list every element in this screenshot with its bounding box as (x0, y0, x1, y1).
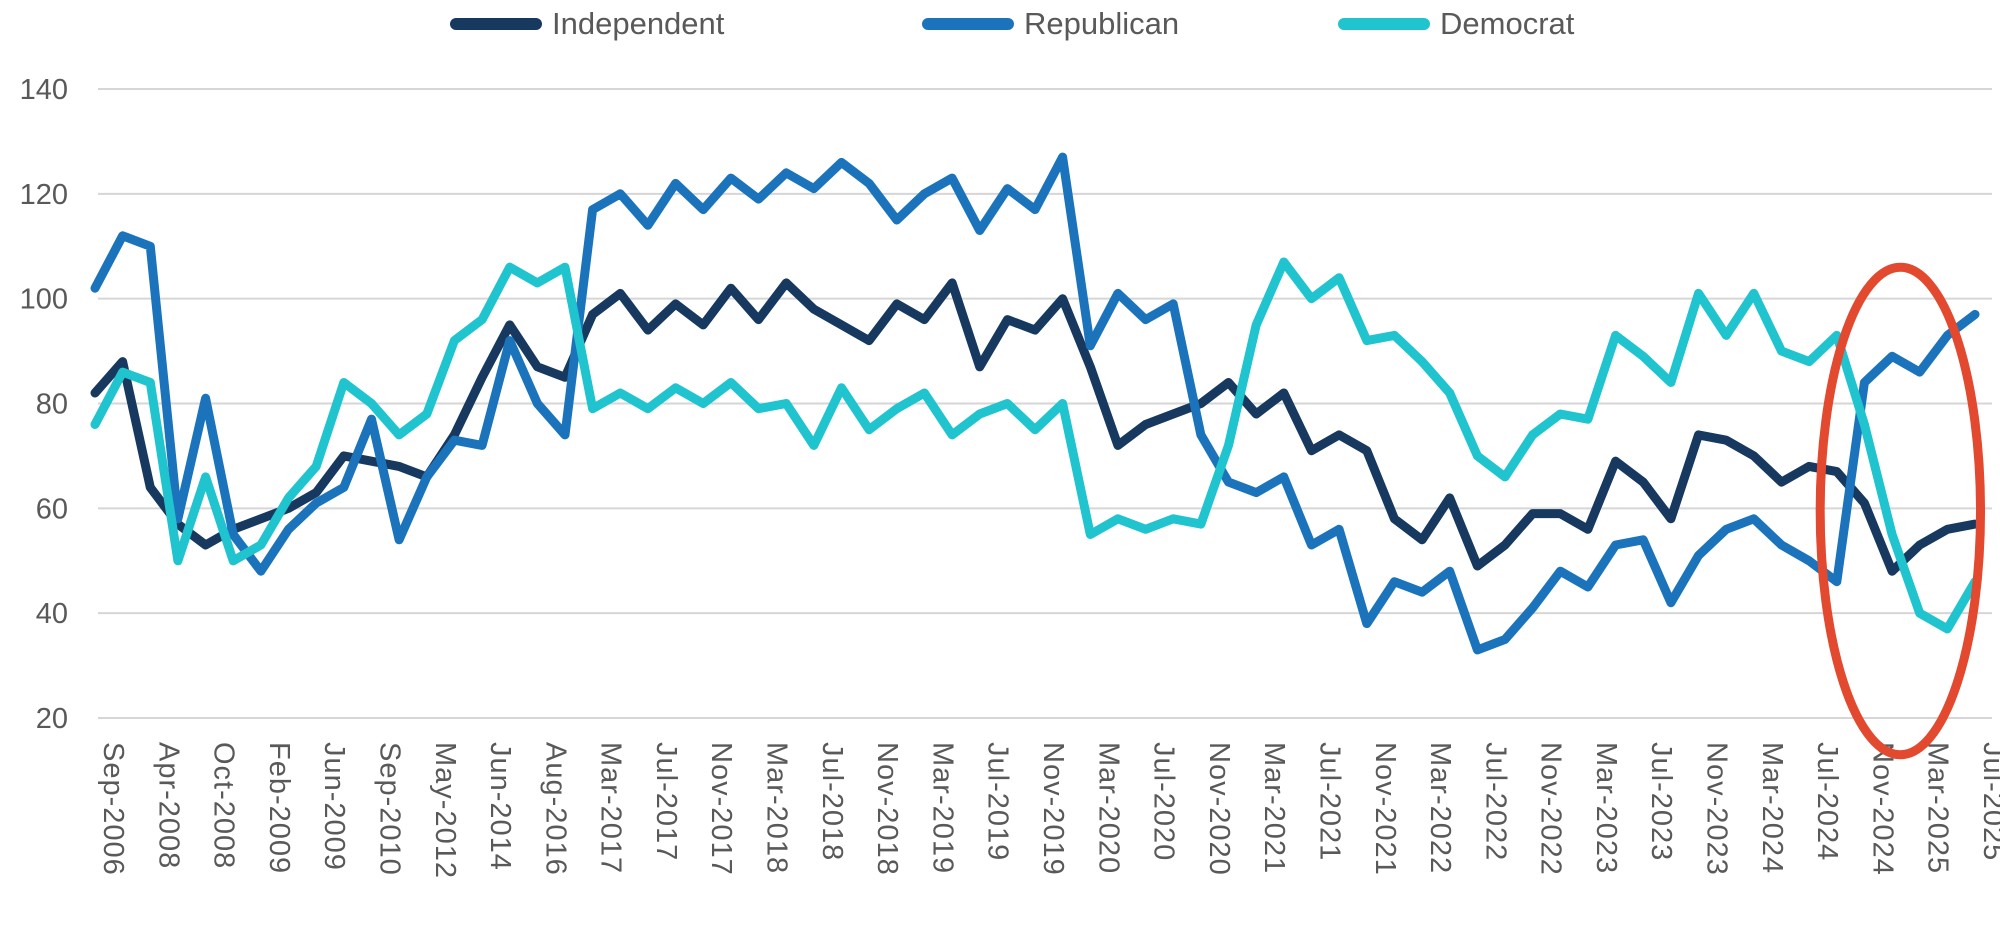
chart-legend: Independent Republican Democrat (0, 0, 2000, 44)
legend-item-independent: Independent (450, 8, 724, 40)
y-axis-tick-label: 100 (20, 284, 68, 316)
x-axis-tick-label: Sep-2006 (97, 742, 129, 876)
y-axis-tick-label: 80 (36, 389, 68, 421)
x-axis-tick-label: Sep-2010 (373, 742, 405, 876)
x-axis-tick-label: Apr-2008 (152, 742, 184, 869)
x-axis-tick-label: Mar-2024 (1756, 742, 1788, 874)
series-line-independent (90, 278, 1980, 576)
x-axis-tick-label: Nov-2018 (871, 742, 903, 876)
democrat-line-swatch-icon (1338, 18, 1430, 30)
legend-label-democrat: Democrat (1440, 6, 1575, 41)
x-axis-tick-label: Nov-2019 (1037, 742, 1069, 876)
highlight-ellipse-annotation (1815, 262, 1986, 760)
x-axis-tick-label: Mar-2022 (1424, 742, 1456, 874)
legend-label-independent: Independent (552, 6, 725, 41)
x-axis-tick-label: Jun-2009 (318, 742, 350, 871)
x-axis-tick-label: Jul-2021 (1313, 742, 1345, 861)
series-line-republican (90, 152, 1980, 655)
x-axis-tick-label: Jul-2022 (1479, 742, 1511, 861)
y-axis-tick-label: 140 (20, 74, 68, 106)
y-axis-tick-label: 60 (36, 493, 68, 525)
x-axis-tick-label: Jun-2014 (484, 742, 516, 871)
x-axis-tick-label: Mar-2018 (761, 742, 793, 874)
x-axis-tick-label: Jul-2025 (1977, 742, 2000, 861)
x-axis-tick-label: Nov-2023 (1701, 742, 1733, 876)
y-axis-tick-label: 120 (20, 179, 68, 211)
legend-label-republican: Republican (1024, 6, 1180, 41)
x-axis-tick-label: Jul-2020 (1148, 742, 1180, 861)
y-axis-tick-label: 20 (36, 703, 68, 735)
x-axis-tick-label: Mar-2020 (1092, 742, 1124, 874)
x-axis-tick-label: Nov-2024 (1866, 742, 1898, 876)
x-axis-tick-label: May-2012 (429, 742, 461, 879)
x-axis-tick-label: Feb-2009 (263, 742, 295, 874)
republican-line-swatch-icon (922, 18, 1014, 30)
series-line-democrat (90, 257, 1980, 634)
x-axis-tick-label: Jul-2017 (650, 742, 682, 861)
x-axis-tick-label: Mar-2023 (1590, 742, 1622, 874)
x-axis-tick-label: Nov-2017 (705, 742, 737, 876)
x-axis-tick-label: Mar-2017 (595, 742, 627, 874)
x-axis-tick-label: Jul-2018 (816, 742, 848, 861)
x-axis-tick-label: Jul-2023 (1645, 742, 1677, 861)
x-axis-tick-label: Mar-2021 (1258, 742, 1290, 874)
x-axis-tick-label: Jul-2019 (982, 742, 1014, 861)
y-axis-tick-label: 40 (36, 598, 68, 630)
x-axis-tick-label: Mar-2025 (1922, 742, 1954, 874)
legend-item-republican: Republican (922, 8, 1179, 40)
legend-item-democrat: Democrat (1338, 8, 1574, 40)
x-axis-tick-label: Aug-2016 (539, 742, 571, 876)
x-axis-tick-label: Mar-2019 (926, 742, 958, 874)
x-axis-tick-label: Nov-2020 (1203, 742, 1235, 876)
x-axis-tick-label: Jul-2024 (1811, 742, 1843, 861)
independent-line-swatch-icon (450, 18, 542, 30)
x-axis-tick-label: Nov-2021 (1369, 742, 1401, 876)
x-axis-tick-label: Oct-2008 (208, 742, 240, 869)
x-axis-tick-label: Nov-2022 (1535, 742, 1567, 876)
